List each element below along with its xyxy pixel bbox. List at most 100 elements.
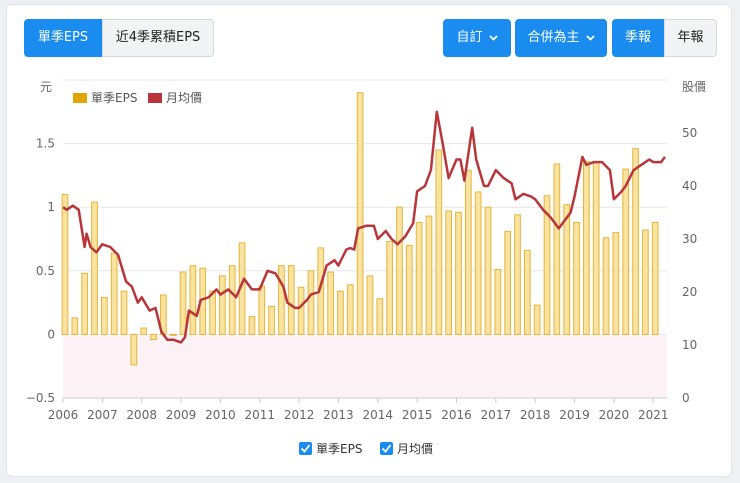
- eps-bar: [396, 206, 403, 335]
- eps-bar: [287, 265, 295, 335]
- eps-bar: [415, 221, 423, 335]
- eps-bar: [651, 221, 659, 335]
- eps-bar: [307, 270, 315, 335]
- right-tick-label: 30: [682, 232, 697, 246]
- right-axis-label: 股價: [682, 80, 706, 94]
- left-tick-label: 1.5: [36, 137, 55, 151]
- x-tick-label: 2020: [599, 408, 630, 422]
- eps-bar: [464, 169, 472, 335]
- consolidated-dropdown[interactable]: 合併為主: [515, 19, 607, 57]
- eps-bar: [189, 265, 197, 335]
- negative-band: [63, 334, 667, 398]
- right-tick-label: 40: [682, 179, 697, 193]
- eps-bar: [248, 316, 256, 335]
- eps-bar: [150, 333, 157, 340]
- eps-bar: [327, 271, 334, 335]
- eps-bars: [61, 92, 659, 366]
- eps-bar: [278, 265, 285, 335]
- bottom-legend-eps[interactable]: 單季EPS: [299, 442, 362, 456]
- quarter-eps-tab[interactable]: 單季EPS: [24, 19, 102, 57]
- x-tick-label: 2021: [638, 408, 669, 422]
- eps-bar: [484, 206, 492, 335]
- eps-bar: [622, 168, 630, 335]
- eps-bar: [71, 317, 79, 335]
- eps-bar: [61, 193, 69, 335]
- eps-bar: [523, 249, 531, 335]
- left-tick-label: −0.5: [26, 391, 55, 405]
- chevron-down-icon: [488, 34, 498, 41]
- price-line: [62, 110, 666, 344]
- eps-bar: [612, 232, 620, 335]
- left-axis-label: 元: [40, 80, 52, 94]
- eps-bar: [405, 244, 413, 335]
- x-tick-label: 2015: [402, 408, 433, 422]
- legend-eps-label: 單季EPS: [91, 91, 137, 105]
- eps-bar: [169, 333, 177, 336]
- eps-bar: [632, 148, 639, 335]
- quarterly-tab[interactable]: 季報: [612, 19, 664, 57]
- custom-label: 自訂: [456, 30, 483, 45]
- legend-price-swatch: [148, 93, 162, 103]
- custom-dropdown[interactable]: 自訂: [443, 19, 511, 57]
- bottom-legend-eps-label: 單季EPS: [316, 442, 362, 456]
- eps-bar: [543, 195, 551, 335]
- eps-bar: [583, 160, 590, 335]
- x-tick-label: 2008: [126, 408, 157, 422]
- left-tick-label: 1: [47, 200, 55, 214]
- legend-eps-swatch: [73, 93, 87, 103]
- x-tick-label: 2014: [363, 408, 394, 422]
- eps-bar: [474, 191, 482, 335]
- eps-bar: [642, 229, 649, 335]
- right-tick-label: 10: [682, 338, 697, 352]
- bottom-legend-price-label: 月均價: [397, 442, 433, 456]
- bottom-legend-price[interactable]: 月均價: [380, 442, 433, 456]
- axes: −0.5 0 0.5 1 1.5 0 10 20 30 40 50 2006 2007 2008 2009 2…: [26, 126, 697, 422]
- eps-bar: [504, 230, 512, 335]
- x-tick-label: 2018: [520, 408, 551, 422]
- eps-bar: [81, 272, 89, 335]
- eps-bar: [91, 201, 98, 335]
- x-tick-label: 2012: [284, 408, 315, 422]
- eps-bar: [219, 275, 226, 335]
- eps-bar: [514, 214, 521, 335]
- x-tick-label: 2007: [87, 408, 118, 422]
- eps-bar: [110, 252, 118, 335]
- eps-bar: [346, 284, 354, 335]
- eps-bar: [445, 210, 453, 335]
- eps-bar: [425, 215, 433, 335]
- check-icon: [300, 444, 311, 453]
- eps-bar: [386, 241, 393, 335]
- eps-bar: [337, 290, 344, 335]
- eps-bar: [573, 221, 580, 335]
- eps-bar: [455, 211, 462, 335]
- eps-bar: [258, 285, 266, 335]
- x-tick-label: 2016: [441, 408, 472, 422]
- chevron-down-icon: [585, 34, 595, 41]
- eps-bar: [563, 204, 571, 335]
- eps-bar: [140, 327, 148, 335]
- price-checkbox[interactable]: [380, 442, 393, 455]
- check-icon: [381, 444, 392, 453]
- right-tick-label: 50: [682, 126, 697, 140]
- x-tick-label: 2011: [244, 408, 275, 422]
- eps-bar: [120, 290, 128, 335]
- eps-bar: [533, 304, 541, 335]
- eps-bar: [297, 286, 305, 335]
- left-tick-label: 0: [47, 327, 55, 341]
- eps-bar: [553, 163, 561, 335]
- right-tick-label: 20: [682, 285, 697, 299]
- x-tick-label: 2019: [559, 408, 590, 422]
- eps-bar: [100, 297, 108, 335]
- trailing-eps-tab[interactable]: 近4季累積EPS: [102, 19, 214, 57]
- x-tick-label: 2010: [205, 408, 236, 422]
- x-tick-label: 2017: [481, 408, 512, 422]
- eps-bar: [228, 265, 236, 335]
- x-tick-label: 2009: [166, 408, 197, 422]
- eps-bar: [268, 305, 275, 335]
- left-tick-label: 0.5: [36, 264, 55, 278]
- eps-bar: [602, 237, 610, 335]
- annual-tab[interactable]: 年報: [664, 19, 717, 57]
- eps-bar: [130, 333, 138, 366]
- eps-checkbox[interactable]: [299, 442, 312, 455]
